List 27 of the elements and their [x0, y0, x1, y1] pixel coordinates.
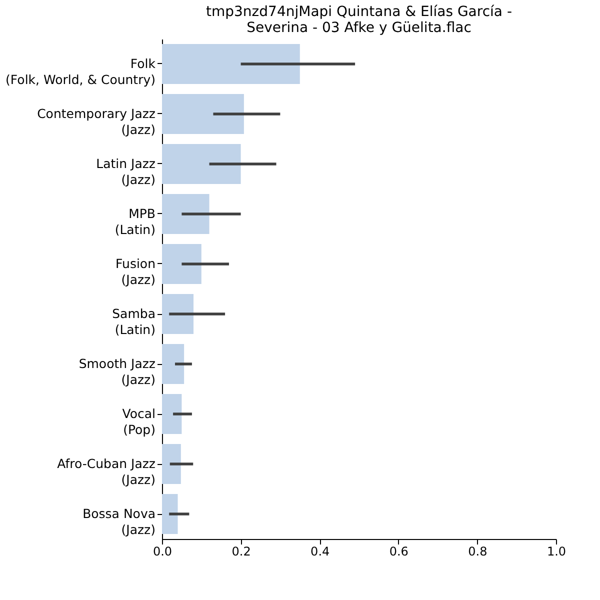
x-tick-label: 1.0 [546, 544, 566, 558]
y-tick-label: Contemporary Jazz (Jazz) [37, 106, 156, 137]
x-tick-label: 0.8 [468, 544, 488, 558]
bar [162, 144, 241, 184]
y-tick-label: Bossa Nova (Jazz) [82, 506, 156, 537]
bar [162, 244, 202, 284]
chart-title: tmp3nzd74njMapi Quintana & Elías García - Severina - 03 Afke y Güelita.flac [206, 4, 512, 36]
y-tick-label: Latin Jazz (Jazz) [96, 156, 156, 187]
bar [162, 194, 210, 234]
bar [162, 494, 178, 534]
y-tick-label: Smooth Jazz (Jazz) [78, 356, 156, 387]
bar [162, 444, 181, 484]
bar [162, 294, 194, 334]
x-tick-label: 0.4 [310, 544, 330, 558]
bar [162, 394, 182, 434]
y-tick-label: Afro-Cuban Jazz (Jazz) [57, 456, 156, 487]
x-tick-label: 0.2 [232, 544, 251, 558]
y-tick-label: Fusion (Jazz) [116, 256, 156, 287]
x-tick-label: 0.6 [389, 544, 408, 558]
y-tick-label: MPB (Latin) [114, 206, 156, 237]
y-tick-label: Vocal (Pop) [122, 406, 156, 437]
y-tick-label: Samba (Latin) [112, 306, 156, 337]
bar [162, 94, 244, 134]
bar [162, 344, 184, 384]
x-tick-label: 0.0 [152, 544, 172, 558]
y-tick-label: Folk (Folk, World, & Country) [6, 56, 156, 87]
bar [162, 44, 300, 84]
